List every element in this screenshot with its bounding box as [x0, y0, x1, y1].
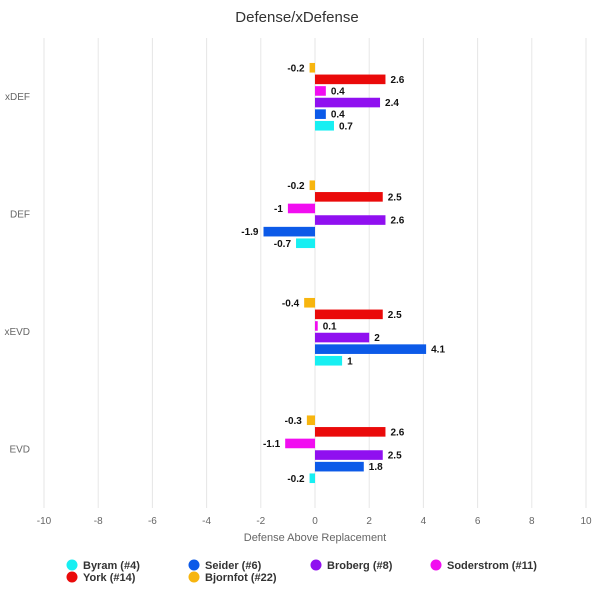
bar [309, 62, 315, 73]
data-label: 2 [374, 333, 380, 344]
bar [309, 180, 315, 191]
legend: Byram (#4) Seider (#6) Broberg (#8) Soderst… [66, 559, 537, 584]
y-category-label: xEVD [4, 327, 30, 338]
data-label: -0.2 [287, 63, 305, 74]
bar [315, 74, 386, 85]
x-tick-label: 8 [529, 516, 535, 527]
data-label: 2.5 [388, 451, 402, 462]
bar [315, 109, 326, 119]
bar [315, 355, 343, 366]
bar [315, 192, 383, 202]
bar [315, 321, 318, 331]
legend-label: Bjornfot (#22) [205, 572, 277, 584]
bar [315, 97, 381, 108]
bar [287, 203, 315, 214]
y-category-label: EVD [9, 444, 30, 455]
y-category-label: DEF [10, 209, 30, 220]
y-category-label: xDEF [5, 92, 30, 103]
x-tick-label: 2 [366, 516, 372, 527]
legend-label: Soderstrom (#11) [447, 560, 537, 572]
x-axis-title: Defense Above Replacement [244, 532, 386, 544]
data-label: -1.9 [241, 227, 259, 238]
x-tick-label: -8 [94, 516, 103, 527]
y-axis-categories: xDEF DEF xEVD EVD [4, 92, 30, 456]
legend-swatch [188, 559, 200, 571]
legend-swatch [310, 559, 322, 571]
data-labels: -0.22.60.42.40.40.7-0.22.5-12.6-1.9-0.7-… [241, 63, 445, 485]
bars [263, 62, 427, 484]
x-axis-ticks: -10 -8 -6 -4 -2 0 2 4 6 8 10 [37, 516, 592, 527]
data-label: 2.4 [385, 98, 399, 109]
legend-swatch [66, 559, 78, 571]
bar [296, 238, 315, 249]
data-label: -0.4 [282, 298, 300, 309]
legend-swatch [430, 559, 442, 571]
bar [304, 297, 315, 308]
x-tick-label: -4 [202, 516, 211, 527]
data-label: -0.2 [287, 181, 305, 192]
x-tick-label: -6 [148, 516, 157, 527]
legend-label: Seider (#6) [205, 560, 262, 572]
legend-label: York (#14) [83, 572, 136, 584]
bar [285, 438, 315, 449]
x-tick-label: 0 [312, 516, 318, 527]
legend-swatch [66, 571, 78, 583]
data-label: -1 [274, 204, 283, 215]
bar [263, 226, 315, 237]
bar [315, 86, 326, 96]
x-tick-label: -2 [256, 516, 265, 527]
legend-label: Broberg (#8) [327, 560, 393, 572]
legend-label: Byram (#4) [83, 560, 140, 572]
data-label: -0.2 [287, 474, 305, 485]
grid-lines [43, 38, 587, 508]
bar [315, 120, 334, 131]
data-label: -0.3 [285, 416, 303, 427]
x-tick-label: -10 [37, 516, 52, 527]
data-label: 0.4 [331, 110, 345, 121]
data-label: 0.4 [331, 86, 345, 97]
bar [315, 450, 383, 460]
data-label: 0.1 [323, 321, 337, 332]
bar [315, 427, 386, 437]
bar [309, 473, 315, 484]
x-tick-label: 4 [421, 516, 427, 527]
data-label: 1.8 [369, 462, 383, 473]
data-label: -1.1 [263, 439, 281, 450]
x-tick-label: 6 [475, 516, 481, 527]
x-tick-label: 10 [580, 516, 592, 527]
data-label: 2.5 [388, 310, 402, 321]
data-label: 2.6 [390, 427, 404, 438]
data-label: 2.5 [388, 192, 402, 203]
data-label: 1 [347, 356, 353, 367]
data-label: 2.6 [390, 216, 404, 227]
bar [306, 415, 315, 426]
bar [315, 215, 386, 225]
data-label: 0.7 [339, 121, 353, 132]
chart-title: Defense/xDefense [235, 9, 358, 26]
bar [315, 309, 383, 320]
bar [315, 344, 427, 354]
data-label: -0.7 [274, 239, 292, 250]
data-label: 4.1 [431, 345, 445, 356]
legend-swatch [188, 571, 200, 583]
bar [315, 332, 370, 343]
data-label: 2.6 [390, 75, 404, 86]
bar [315, 461, 364, 472]
